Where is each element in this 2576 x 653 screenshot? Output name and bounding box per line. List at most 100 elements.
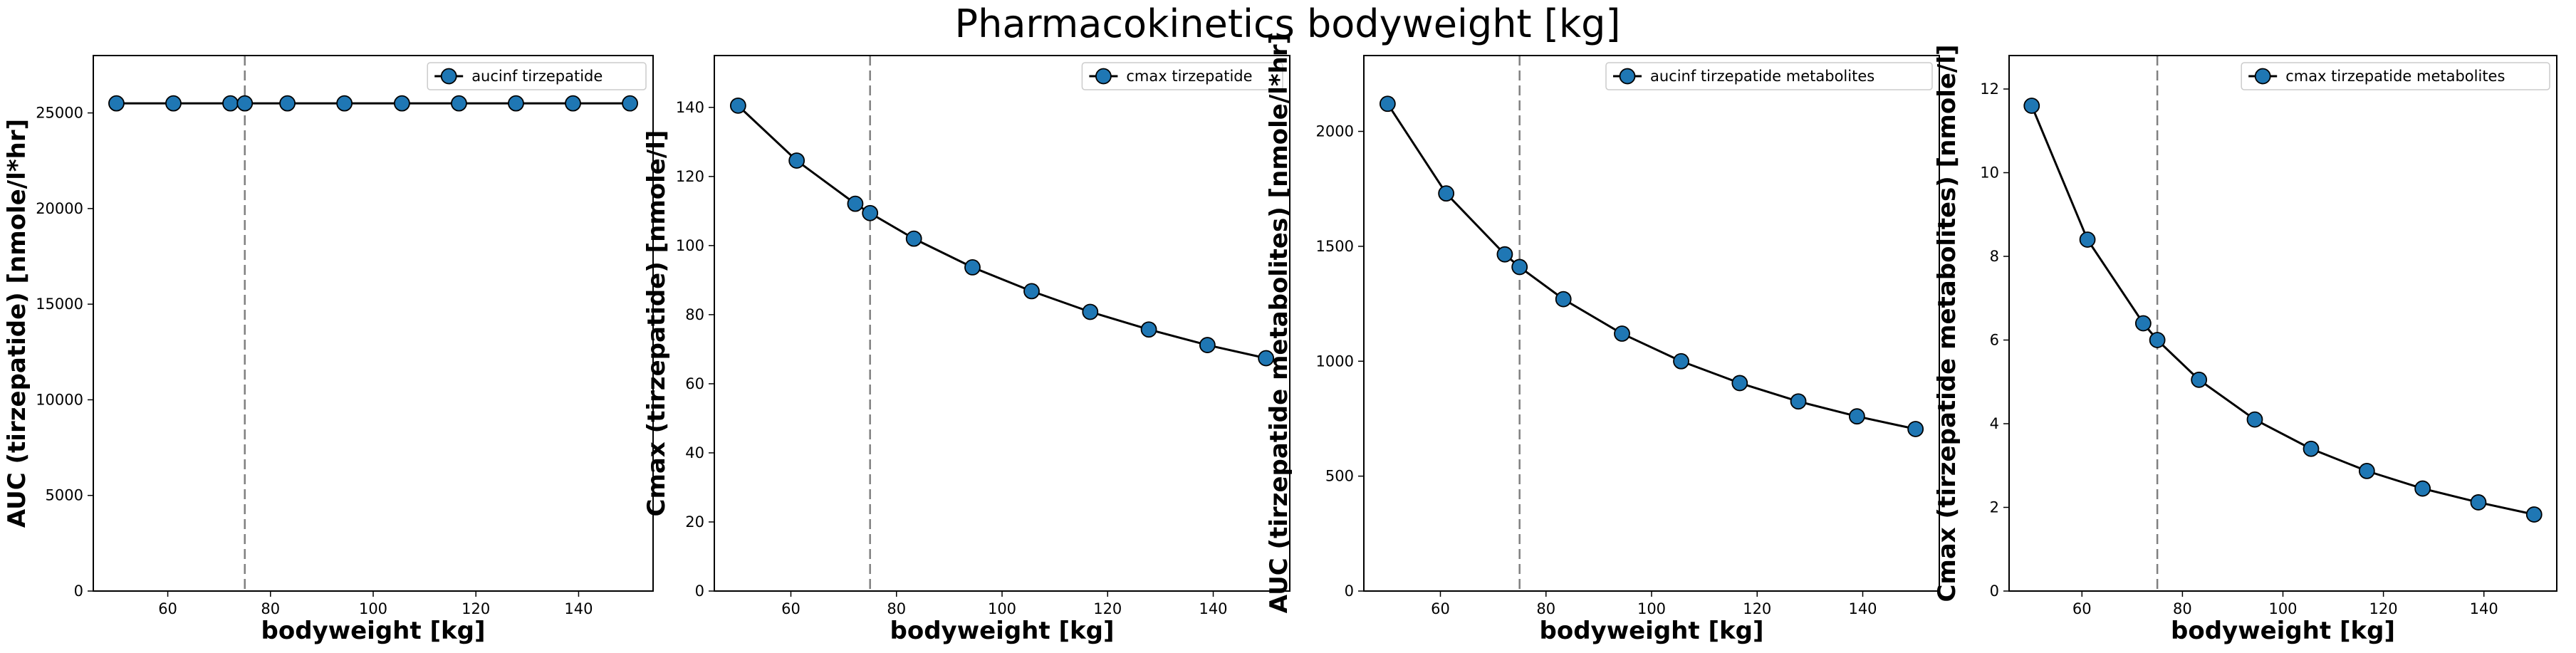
y-tick-label: 0 (695, 583, 704, 600)
y-tick-label: 1500 (1316, 238, 1354, 255)
data-point (2470, 494, 2487, 511)
data-point (1496, 246, 1513, 263)
y-tick-label: 80 (685, 306, 704, 323)
data-point (1848, 408, 1865, 425)
x-tick-label: 100 (1637, 600, 1666, 617)
data-point (729, 97, 746, 114)
y-tick-label: 20000 (36, 200, 83, 217)
y-tick-label: 100 (676, 237, 704, 254)
subplot-3: 60 80 100 120 140 0 500 1000 1500 2000 aucinf tirz… (1265, 33, 1940, 645)
data-point (393, 95, 410, 112)
x-axis-label: bodyweight [kg] (261, 617, 486, 645)
y-tick-label: 2000 (1316, 123, 1354, 140)
data-point (1379, 95, 1396, 113)
y-tick-label: 60 (685, 375, 704, 392)
data-point (1614, 325, 1630, 342)
legend-marker (2254, 68, 2271, 85)
x-tick-label: 120 (2369, 600, 2398, 617)
data-point (964, 259, 981, 276)
data-point (2079, 231, 2096, 248)
data-point (1907, 421, 1924, 437)
y-tick-label: 1000 (1316, 352, 1354, 370)
y-axis-label: Cmax (tirzepatide) [nmole/l] (642, 130, 671, 517)
x-tick-label: 100 (2268, 600, 2297, 617)
y-tick-label: 120 (676, 168, 704, 185)
data-point (622, 95, 638, 112)
data-point (1199, 337, 1216, 353)
data-point (336, 95, 353, 112)
legend-label: aucinf tirzepatide metabolites (1650, 68, 1874, 85)
y-axis-label: AUC (tirzepatide metabolites) [nmole/l*h… (1265, 33, 1293, 613)
legend: aucinf tirzepatide (427, 62, 647, 90)
x-tick-label: 60 (1431, 600, 1450, 617)
y-tick-label: 8 (1990, 248, 1999, 265)
legend-marker (1095, 68, 1112, 85)
legend: cmax tirzepatide metabolites (2241, 62, 2550, 90)
data-point (1438, 185, 1455, 202)
legend-marker (440, 68, 457, 85)
y-tick-label: 10 (1980, 164, 1999, 182)
subplot-2: 60 80 100 120 140 0 20 40 60 80 100 120 140 cmax tirz… (642, 55, 1290, 645)
y-tick-label: 4 (1990, 415, 1999, 432)
x-tick-label: 80 (1536, 600, 1555, 617)
x-tick-label: 80 (2173, 600, 2192, 617)
y-tick-label: 40 (685, 444, 704, 461)
legend-box (2241, 62, 2550, 90)
y-tick-label: 10000 (36, 391, 83, 408)
data-point (2246, 411, 2263, 428)
data-point (2303, 440, 2320, 457)
legend-label: cmax tirzepatide metabolites (2285, 68, 2505, 85)
x-tick-label: 140 (1199, 600, 1227, 617)
x-tick-label: 140 (2470, 600, 2498, 617)
legend-marker (1619, 68, 1636, 85)
y-tick-label: 12 (1980, 80, 1999, 98)
data-point (905, 230, 922, 247)
data-point (451, 95, 467, 112)
y-tick-label: 2 (1990, 499, 1999, 516)
data-point (236, 95, 254, 112)
figure-title: Pharmacokinetics bodyweight [kg] (955, 1, 1621, 46)
x-axis-label: bodyweight [kg] (890, 617, 1115, 645)
legend-box (1081, 62, 1283, 90)
data-point (2414, 480, 2431, 497)
x-tick-label: 60 (158, 600, 177, 617)
data-point (1790, 393, 1807, 410)
x-tick-label: 120 (1743, 600, 1771, 617)
legend-box (427, 62, 647, 90)
y-axis-label: AUC (tirzepatide) [nmole/l*hr] (3, 119, 31, 528)
y-tick-label: 25000 (36, 105, 83, 122)
data-point (508, 95, 524, 112)
data-point (2191, 371, 2208, 388)
x-tick-label: 100 (359, 600, 387, 617)
data-point (1023, 283, 1040, 300)
x-tick-label: 140 (1848, 600, 1877, 617)
subplots: 60 80 100 120 1400500010000150002000025000au… (3, 33, 2557, 645)
data-point (2525, 506, 2543, 523)
legend-label: cmax tirzepatide (1126, 68, 1252, 85)
axes-frame (93, 55, 654, 592)
x-tick-label: 140 (564, 600, 593, 617)
data-point (279, 95, 296, 112)
y-tick-label: 0 (1345, 583, 1354, 600)
data-point (565, 95, 581, 112)
y-tick-label: 0 (1990, 583, 1999, 600)
data-point (222, 95, 239, 112)
x-tick-label: 120 (462, 600, 490, 617)
y-tick-label: 500 (1325, 468, 1354, 485)
x-tick-label: 60 (2072, 600, 2092, 617)
axes-frame (1363, 55, 1940, 592)
data-point (847, 195, 864, 212)
legend: aucinf tirzepatide metabolites (1605, 62, 1933, 90)
legend-box (1605, 62, 1933, 90)
y-tick-label: 0 (74, 583, 83, 600)
x-tick-label: 80 (887, 600, 906, 617)
x-axis-label: bodyweight [kg] (1540, 617, 1764, 645)
y-axis-label: Cmax (tirzepatide metabolites) [nmole/l] (1933, 44, 1961, 602)
y-tick-label: 20 (685, 513, 704, 531)
data-point (165, 95, 182, 112)
data-point (1140, 321, 1157, 338)
data-point (1673, 352, 1689, 370)
legend: cmax tirzepatide (1081, 62, 1283, 90)
axes-frame (714, 55, 1290, 592)
legend-label: aucinf tirzepatide (471, 68, 603, 85)
